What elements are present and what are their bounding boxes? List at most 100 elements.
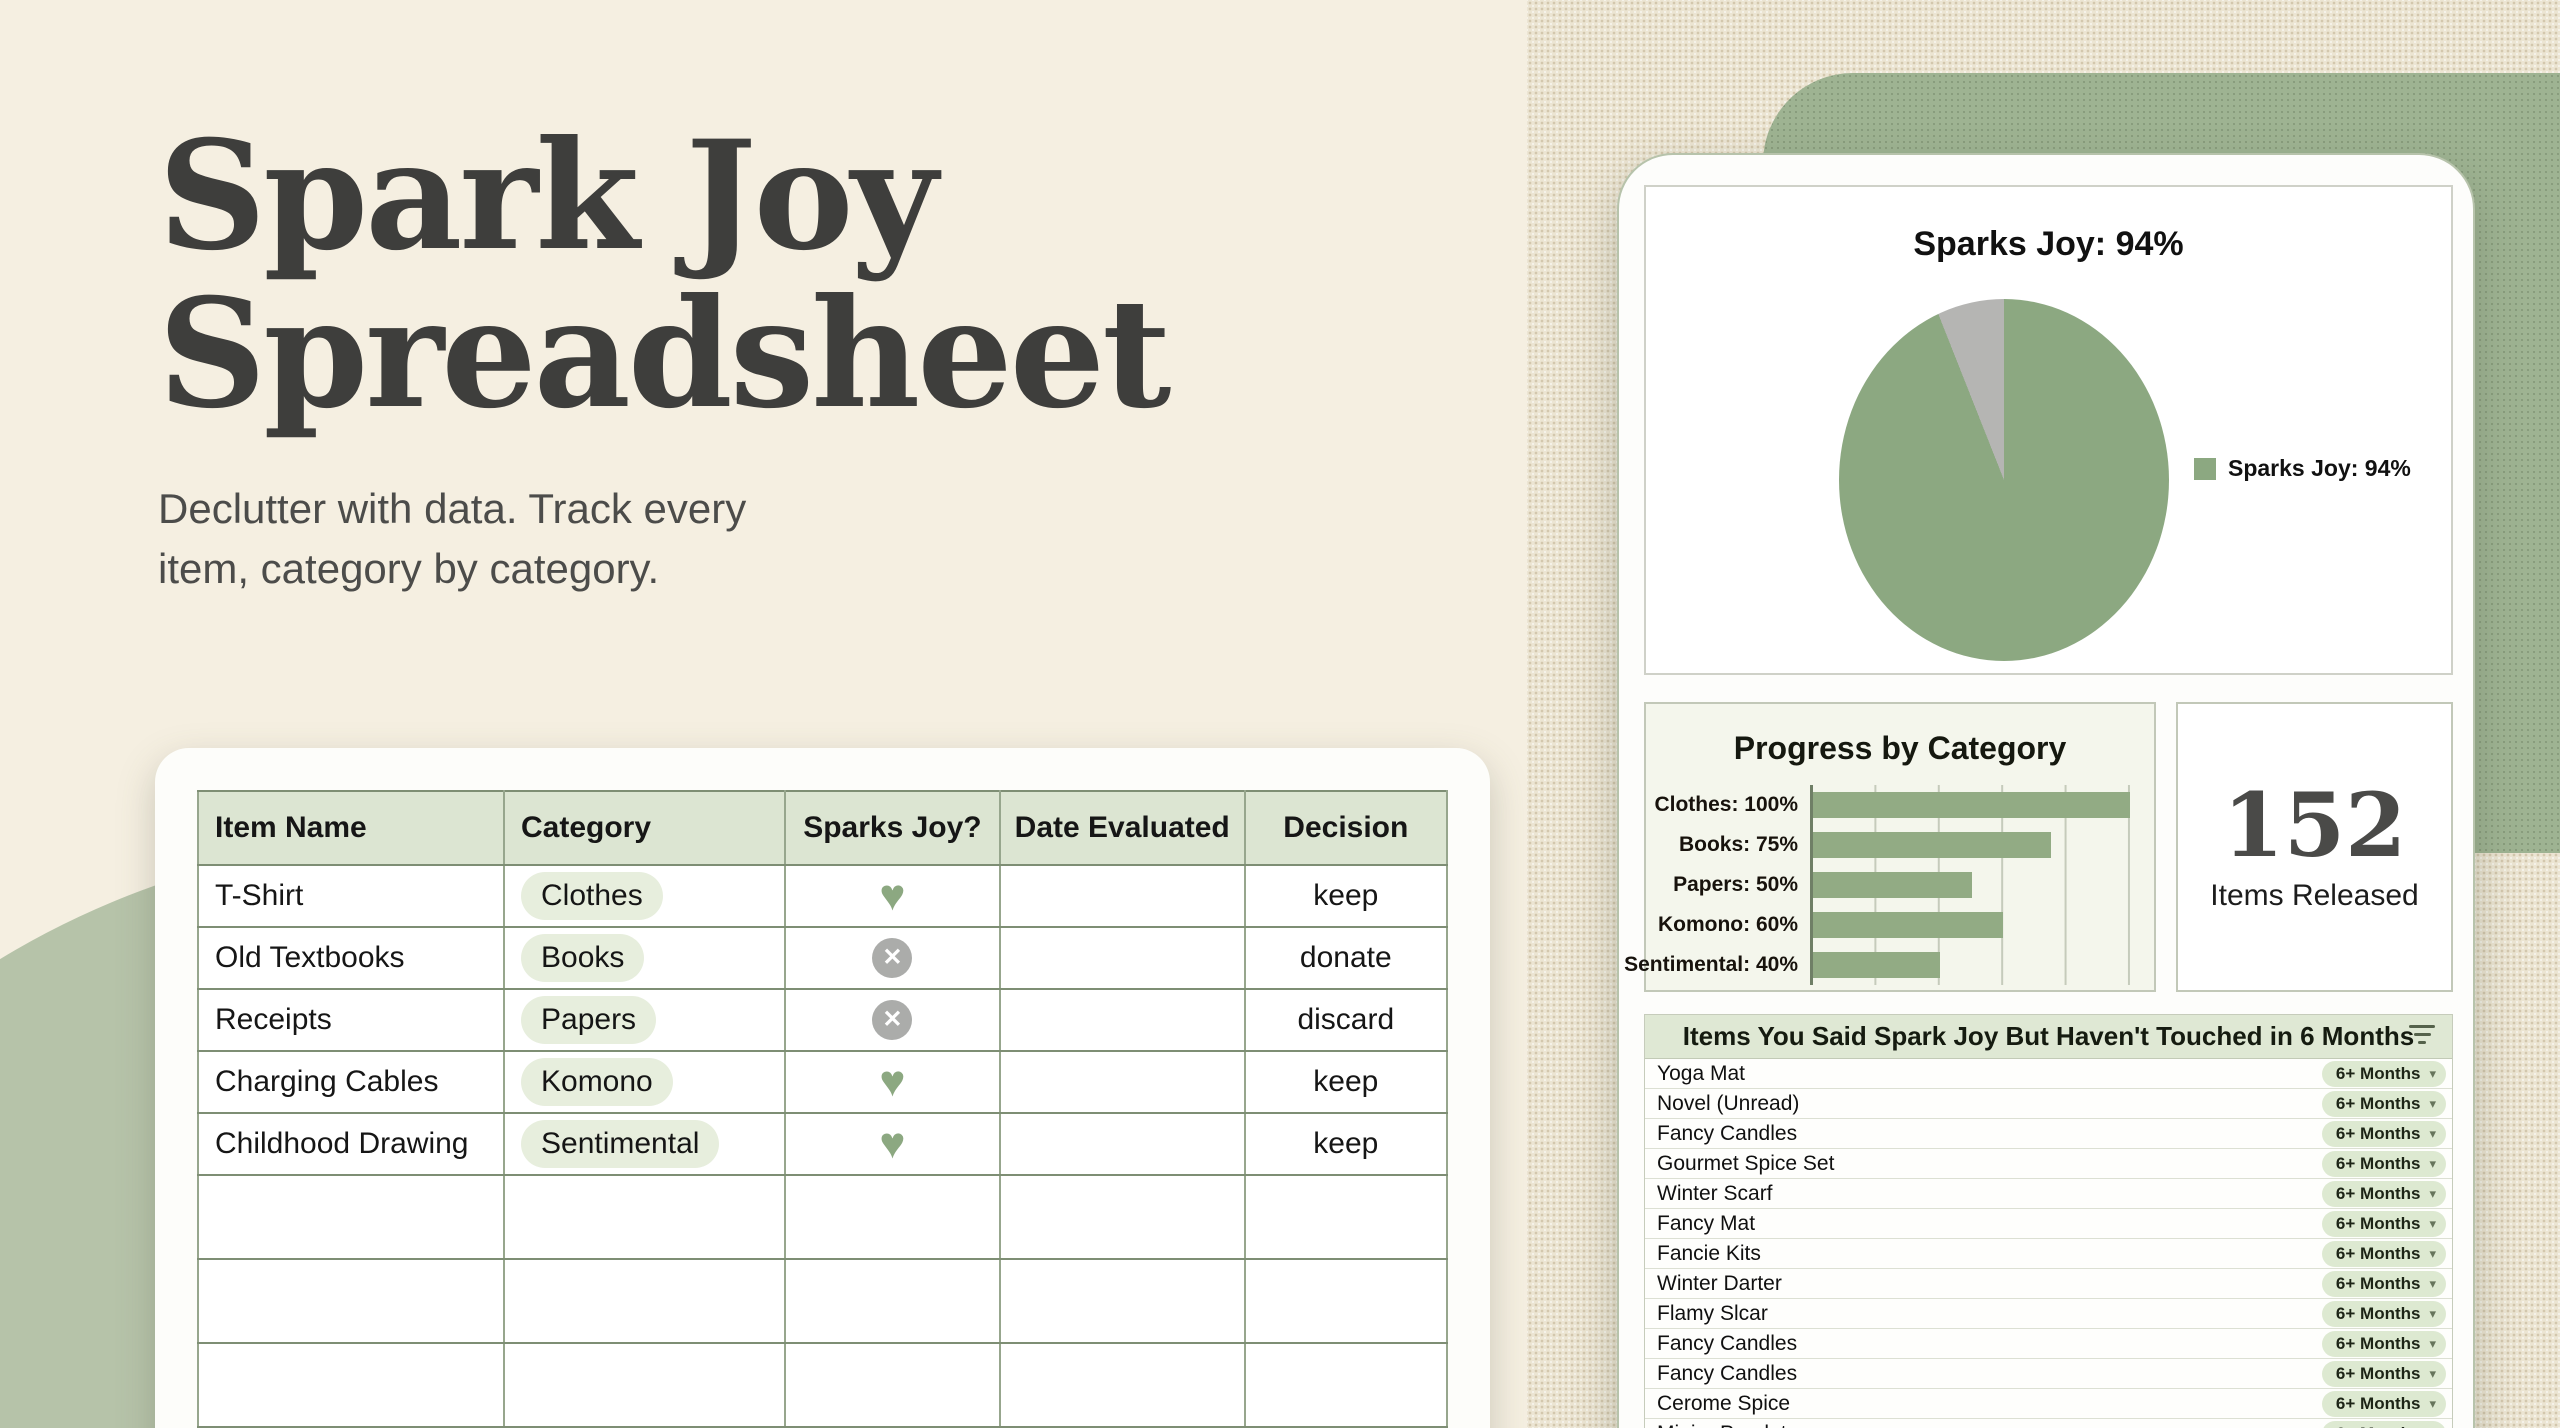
bar-papers — [1813, 872, 1972, 898]
months-dropdown[interactable]: 6+ Months ▾ — [2321, 1390, 2446, 1417]
pie-chart-panel: Sparks Joy: 94% Sparks Joy: 94% — [1644, 185, 2453, 675]
empty-cell[interactable] — [998, 1342, 1246, 1428]
decision-cell: donate — [1243, 926, 1449, 990]
empty-cell[interactable] — [1243, 1174, 1449, 1260]
months-dropdown[interactable]: 6+ Months ▾ — [2321, 1120, 2446, 1147]
empty-cell[interactable] — [1243, 1258, 1449, 1344]
empty-cell[interactable] — [784, 1342, 1001, 1428]
category-cell: Sentimental — [502, 1112, 787, 1176]
category-pill: Papers — [521, 996, 657, 1044]
filter-icon[interactable] — [2408, 1025, 2436, 1049]
page-title: Spark Joy Spreadsheet — [158, 117, 1171, 433]
col-header-item-name: Item Name — [197, 790, 505, 866]
empty-cell[interactable] — [998, 1258, 1246, 1344]
list-item: Cerome Spice 6+ Months ▾ — [1645, 1389, 2452, 1419]
hero-section: Spark Joy Spreadsheet Declutter with data… — [158, 117, 1171, 598]
heart-icon: ♥ — [879, 871, 906, 920]
item-name-cell: T-Shirt — [197, 864, 505, 928]
empty-cell[interactable] — [784, 1258, 1001, 1344]
months-dropdown[interactable]: 6+ Months ▾ — [2321, 1360, 2446, 1387]
months-dropdown[interactable]: 6+ Months ▾ — [2321, 1420, 2446, 1428]
chevron-down-icon: ▾ — [2429, 1186, 2436, 1201]
months-badge-label: 6+ Months — [2335, 1063, 2421, 1083]
bar-chart-labels: Clothes: 100% Books: 75% Papers: 50% Kom… — [1624, 785, 1810, 985]
list-item-name: Flamy Slcar — [1657, 1301, 1768, 1325]
months-badge-label: 6+ Months — [2335, 1093, 2421, 1113]
list-item: Winter Darter 6+ Months ▾ — [1645, 1269, 2452, 1299]
empty-cell[interactable] — [998, 1174, 1246, 1260]
x-circle-icon: ✕ — [872, 1000, 913, 1040]
dashboard-card: Sparks Joy: 94% Sparks Joy: 94% Progress… — [1617, 153, 2475, 1428]
chevron-down-icon: ▾ — [2429, 1366, 2436, 1381]
sparks-joy-cell: ♥ — [784, 1050, 1001, 1114]
bar-label: Clothes: 100% — [1654, 793, 1798, 816]
col-header-sparks-joy: Sparks Joy? — [784, 790, 1001, 866]
months-dropdown[interactable]: 6+ Months ▾ — [2321, 1270, 2446, 1297]
date-evaluated-cell — [998, 1050, 1246, 1114]
chevron-down-icon: ▾ — [2429, 1246, 2436, 1261]
empty-cell[interactable] — [197, 1174, 505, 1260]
list-item: Gourmet Spice Set 6+ Months ▾ — [1645, 1149, 2452, 1179]
decision-cell: discard — [1243, 988, 1449, 1052]
page-subtitle: Declutter with data. Track every item, c… — [158, 485, 747, 592]
empty-cell[interactable] — [197, 1258, 505, 1344]
chevron-down-icon: ▾ — [2429, 1306, 2436, 1321]
bar-label: Sentimental: 40% — [1624, 953, 1798, 976]
bar-row — [1813, 825, 2130, 865]
list-item: Fancy Candles 6+ Months ▾ — [1645, 1119, 2452, 1149]
chevron-down-icon: ▾ — [2429, 1396, 2436, 1411]
legend-label: Sparks Joy: 94% — [2228, 455, 2411, 481]
pie-legend: Sparks Joy: 94% — [2194, 455, 2411, 482]
months-badge-label: 6+ Months — [2335, 1393, 2421, 1413]
empty-cell[interactable] — [502, 1174, 787, 1260]
empty-cell[interactable] — [502, 1258, 787, 1344]
months-dropdown[interactable]: 6+ Months ▾ — [2321, 1300, 2446, 1327]
bar-label: Books: 75% — [1678, 833, 1798, 856]
pie-chart-title: Sparks Joy: 94% — [1913, 225, 2184, 263]
months-dropdown[interactable]: 6+ Months ▾ — [2321, 1210, 2446, 1237]
spreadsheet-card: Item Name Category Sparks Joy? Date Eval… — [155, 748, 1490, 1428]
dashboard-middle-row: Progress by Category Clothes: 100% Books… — [1624, 702, 2453, 992]
empty-cell[interactable] — [1243, 1342, 1449, 1428]
list-item-name: Minier Proeluts — [1657, 1422, 1797, 1428]
months-dropdown[interactable]: 6+ Months ▾ — [2321, 1090, 2446, 1117]
empty-table-row — [197, 1342, 1449, 1428]
col-header-date-evaluated: Date Evaluated — [998, 790, 1246, 866]
chevron-down-icon: ▾ — [2429, 1336, 2436, 1351]
bar-komono — [1813, 912, 2004, 938]
sparks-joy-cell: ✕ — [784, 988, 1001, 1052]
decision-cell: keep — [1243, 1050, 1449, 1114]
bar-clothes — [1813, 792, 2130, 818]
progress-chart-panel: Progress by Category Clothes: 100% Books… — [1624, 702, 2156, 992]
empty-cell[interactable] — [784, 1174, 1001, 1260]
months-dropdown[interactable]: 6+ Months ▾ — [2321, 1330, 2446, 1357]
sparks-joy-cell: ✕ — [784, 926, 1001, 990]
months-badge-label: 6+ Months — [2335, 1363, 2421, 1383]
months-badge-label: 6+ Months — [2335, 1303, 2421, 1323]
bar-row — [1813, 945, 2130, 985]
months-dropdown[interactable]: 6+ Months ▾ — [2321, 1240, 2446, 1267]
category-pill: Sentimental — [521, 1120, 720, 1168]
months-dropdown[interactable]: 6+ Months ▾ — [2321, 1060, 2446, 1087]
months-dropdown[interactable]: 6+ Months ▾ — [2321, 1180, 2446, 1207]
bar-label: Papers: 50% — [1673, 873, 1798, 896]
list-item-name: Fancy Candles — [1657, 1331, 1798, 1355]
list-item: Flamy Slcar 6+ Months ▾ — [1645, 1299, 2452, 1329]
chevron-down-icon: ▾ — [2429, 1216, 2436, 1231]
empty-cell[interactable] — [502, 1342, 787, 1428]
category-pill: Clothes — [521, 872, 663, 920]
months-badge-label: 6+ Months — [2335, 1153, 2421, 1173]
sparks-joy-cell: ♥ — [784, 864, 1001, 928]
empty-cell[interactable] — [197, 1342, 505, 1428]
list-title: Items You Said Spark Joy But Haven't Tou… — [1682, 1021, 2415, 1051]
untouched-items-panel: Items You Said Spark Joy But Haven't Tou… — [1644, 1014, 2453, 1428]
months-badge-label: 6+ Months — [2335, 1123, 2421, 1143]
decision-cell: keep — [1243, 1112, 1449, 1176]
list-header: Items You Said Spark Joy But Haven't Tou… — [1645, 1015, 2452, 1059]
months-dropdown[interactable]: 6+ Months ▾ — [2321, 1150, 2446, 1177]
date-evaluated-cell — [998, 988, 1246, 1052]
table-row: T-Shirt Clothes ♥ keep — [197, 864, 1449, 928]
category-pill: Komono — [521, 1058, 673, 1106]
progress-chart-title: Progress by Category — [1733, 730, 2067, 766]
